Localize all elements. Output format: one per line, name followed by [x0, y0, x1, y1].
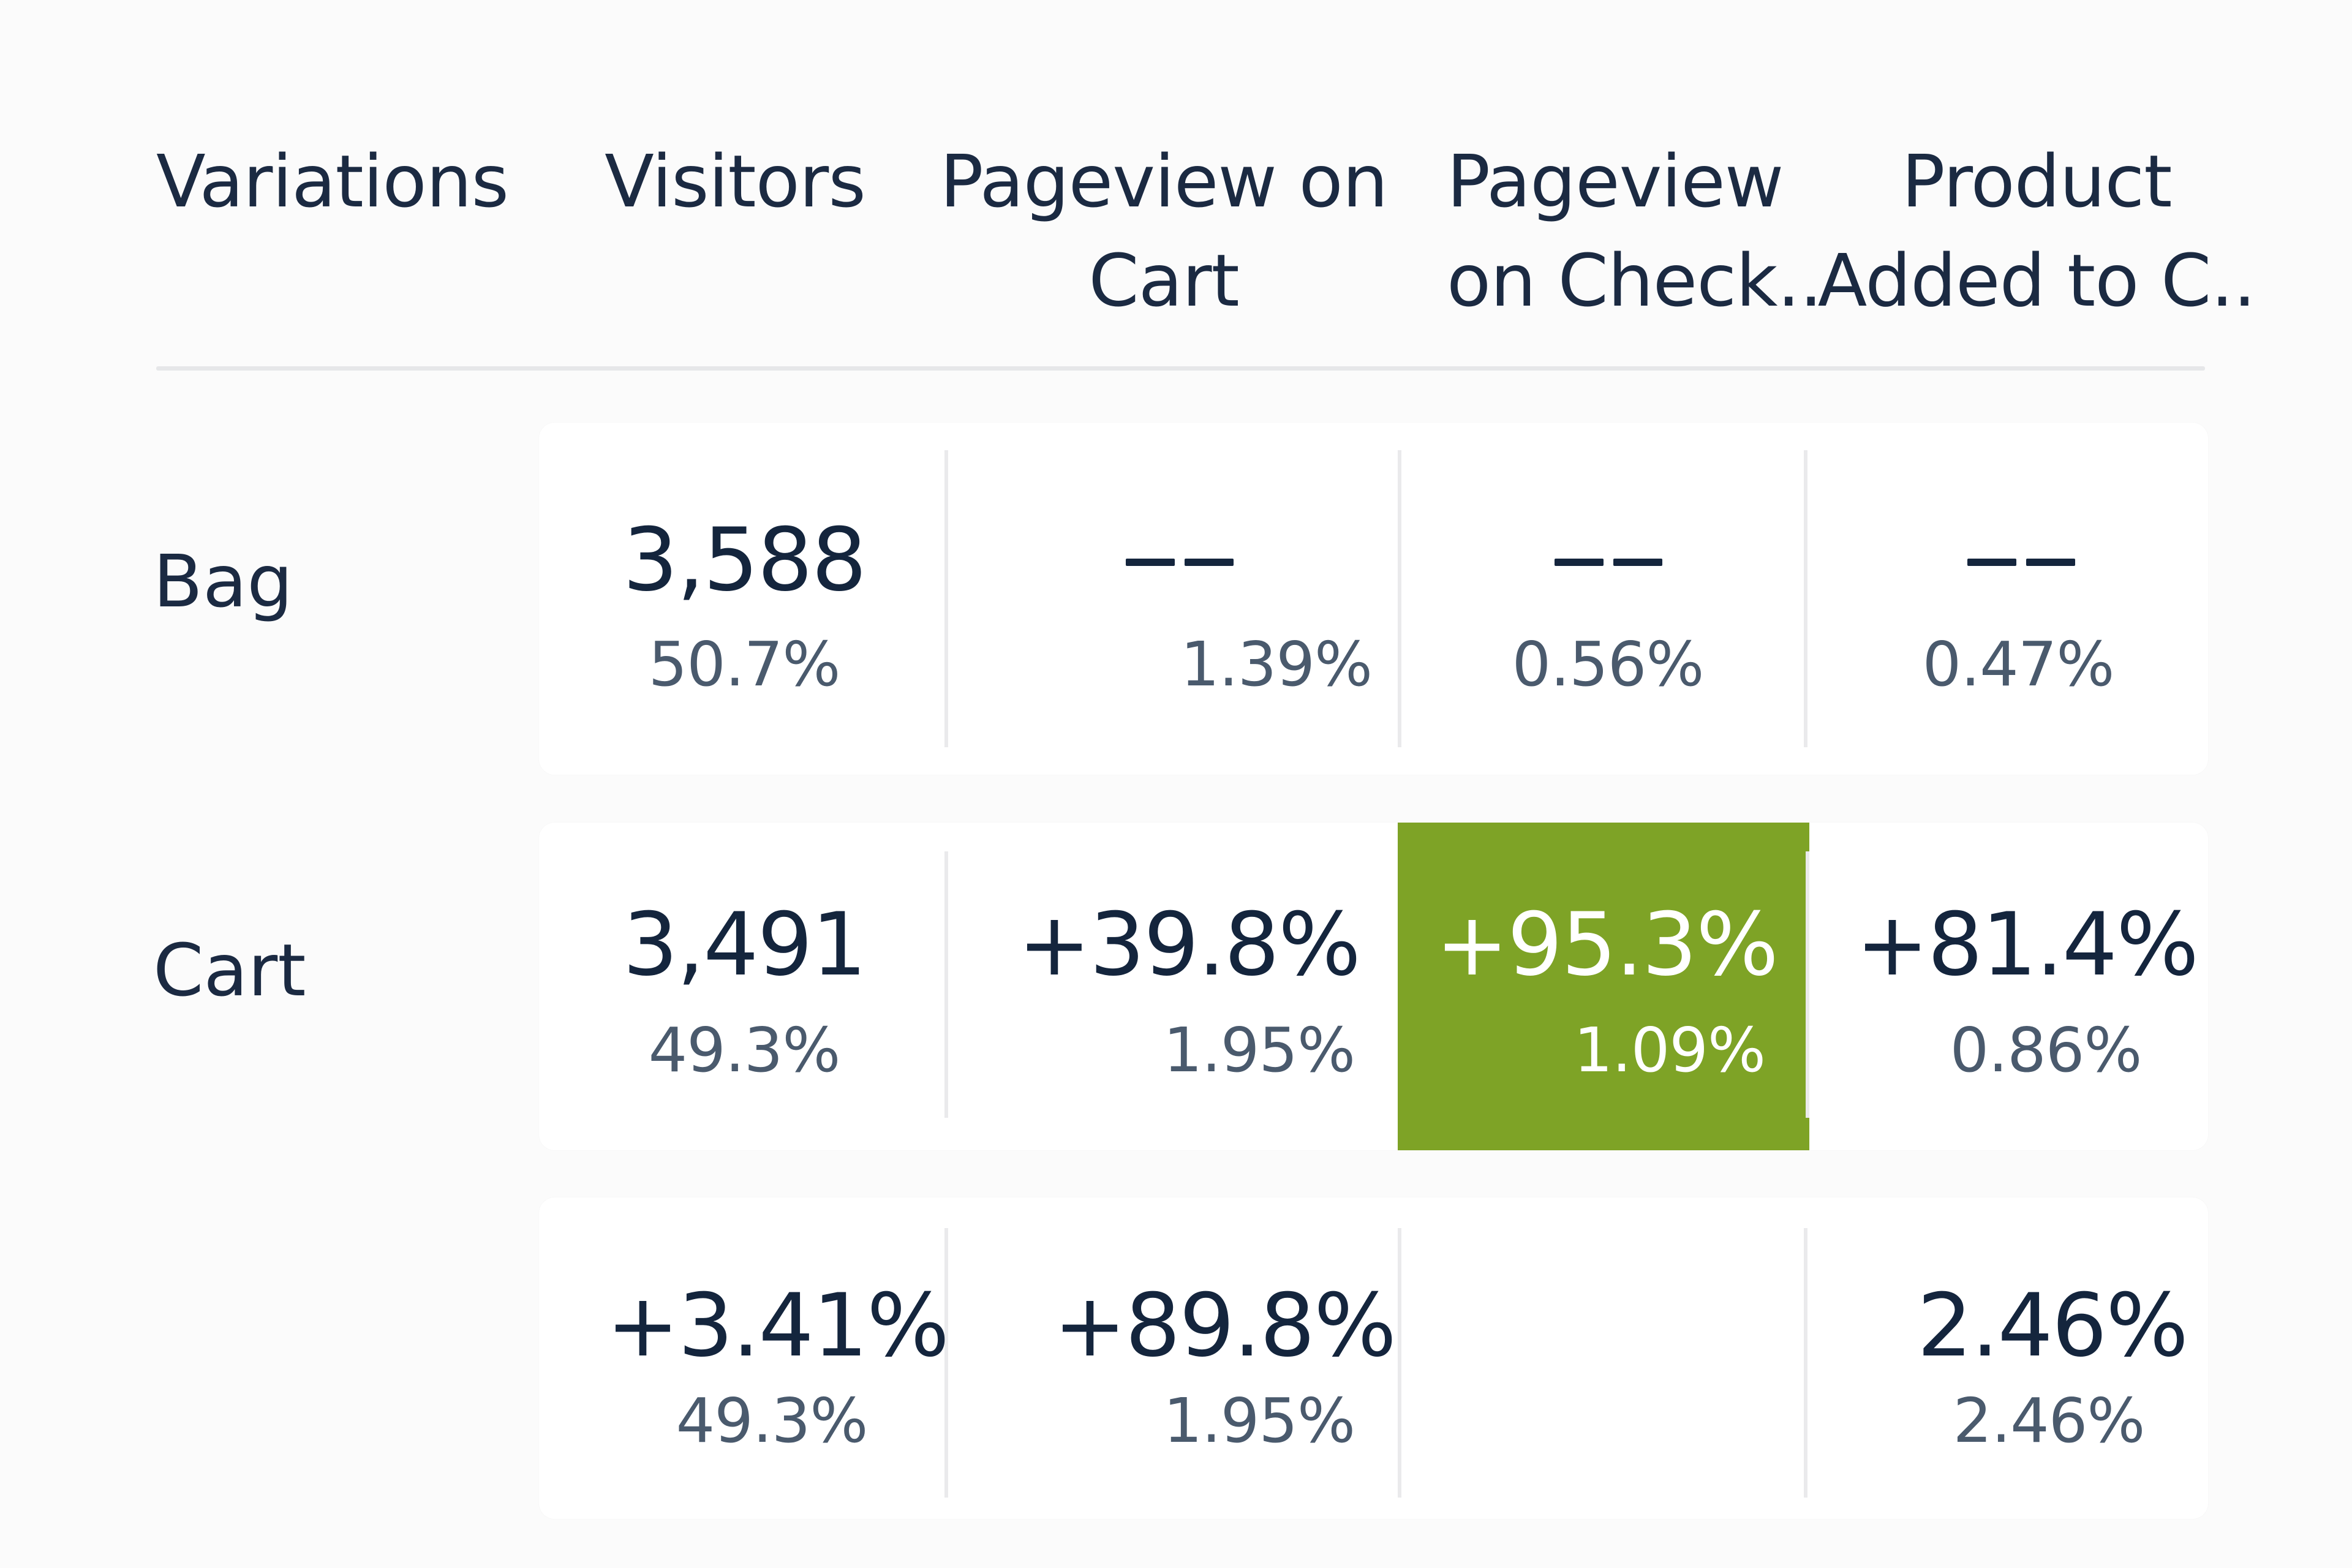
- product-added-lift: +81.4%: [1856, 894, 2199, 995]
- dash-icon: [1967, 559, 2075, 567]
- header-pageview-checkout-line2: on Check..: [1447, 238, 1822, 323]
- dash-icon: [1126, 559, 1234, 567]
- row-label-cart: Cart: [153, 928, 306, 1012]
- column-separator: [1398, 1228, 1401, 1498]
- table-row: [539, 823, 2208, 1150]
- product-added-rate: 2.46%: [1953, 1385, 2146, 1457]
- column-separator: [1804, 450, 1807, 747]
- column-separator: [944, 851, 948, 1118]
- header-variations[interactable]: Variations: [156, 132, 509, 231]
- visitors-lift: +3.41%: [606, 1275, 949, 1376]
- header-pageview-cart-line2: Cart: [1088, 238, 1239, 323]
- visitors-share: 49.3%: [648, 1014, 841, 1086]
- visitors-share: 50.7%: [648, 628, 841, 700]
- visitors-count: 3,491: [622, 894, 867, 995]
- pageview-cart-rate: 1.95%: [1163, 1385, 1355, 1457]
- product-added-value: 2.46%: [1917, 1275, 2188, 1376]
- header-variations-label: Variations: [156, 139, 509, 224]
- header-visitors-label: Visitors: [605, 139, 866, 224]
- dash-icon: [1555, 559, 1662, 567]
- pageview-checkout-lift: +95.3%: [1435, 894, 1779, 995]
- table-row: [539, 1197, 2208, 1519]
- pageview-cart-rate: 1.95%: [1163, 1014, 1355, 1086]
- product-added-rate: 0.47%: [1922, 628, 2115, 700]
- header-product-added-line2: Added to C..: [1817, 238, 2256, 323]
- pageview-checkout-rate: 1.09%: [1574, 1014, 1766, 1086]
- product-added-rate: 0.86%: [1950, 1014, 2143, 1086]
- pageview-cart-lift: +39.8%: [1017, 894, 1361, 995]
- visitors-share: 49.3%: [676, 1385, 869, 1457]
- header-pageview-checkout[interactable]: Pageview on Check..: [1447, 132, 1822, 330]
- header-product-added-line1: Product: [1901, 139, 2172, 224]
- header-divider: [156, 366, 2205, 371]
- column-separator: [944, 450, 948, 747]
- column-separator: [1806, 851, 1809, 1118]
- pageview-cart-lift: +89.8%: [1054, 1275, 1396, 1376]
- column-separator: [1804, 1228, 1807, 1498]
- significant-positive-cell[interactable]: [1398, 823, 1809, 1150]
- pageview-checkout-rate: 0.56%: [1512, 628, 1705, 700]
- row-label-bag: Bag: [153, 539, 293, 624]
- column-separator: [1398, 450, 1401, 747]
- pageview-cart-rate: 1.39%: [1180, 628, 1373, 700]
- column-separator: [944, 1228, 948, 1498]
- header-product-added[interactable]: Product Added to C..: [1816, 132, 2257, 330]
- visitors-count: 3,588: [622, 510, 867, 611]
- header-pageview-checkout-line1: Pageview: [1447, 139, 1784, 224]
- header-pageview-cart-line1: Pageview on: [940, 139, 1389, 224]
- header-pageview-cart[interactable]: Pageview on Cart: [937, 132, 1390, 330]
- table-row: [539, 423, 2208, 775]
- header-visitors[interactable]: Visitors: [594, 132, 876, 231]
